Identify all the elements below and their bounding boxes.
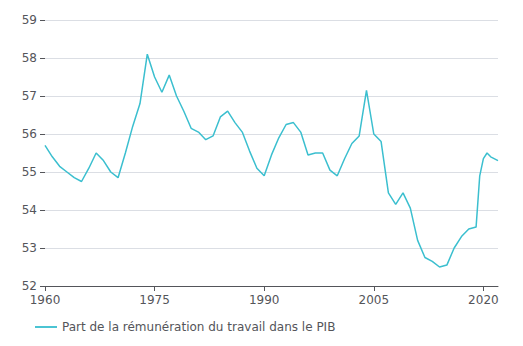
svg-text:1975: 1975 [139, 293, 170, 307]
svg-text:1990: 1990 [249, 293, 280, 307]
svg-text:53: 53 [22, 241, 37, 255]
svg-text:58: 58 [22, 51, 37, 65]
svg-text:52: 52 [22, 279, 37, 293]
svg-text:57: 57 [22, 89, 37, 103]
svg-text:Part de la rémunération du tra: Part de la rémunération du travail dans … [62, 320, 335, 334]
svg-text:56: 56 [22, 127, 37, 141]
svg-text:59: 59 [22, 13, 37, 27]
svg-text:2005: 2005 [359, 293, 390, 307]
svg-text:54: 54 [22, 203, 37, 217]
svg-text:2020: 2020 [468, 293, 499, 307]
svg-text:1960: 1960 [30, 293, 61, 307]
svg-text:55: 55 [22, 165, 37, 179]
